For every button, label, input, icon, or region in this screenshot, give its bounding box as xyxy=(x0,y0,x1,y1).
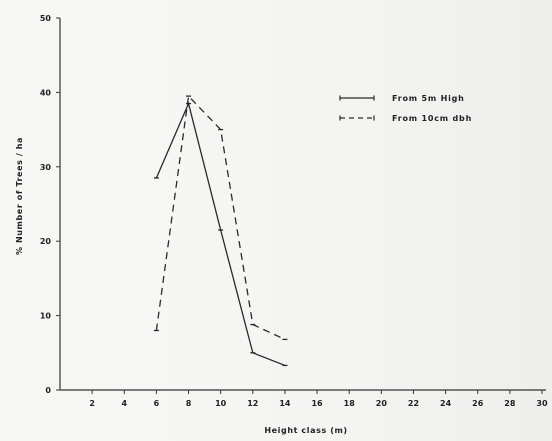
x-tick-label: 12 xyxy=(247,399,258,408)
x-tick-label: 20 xyxy=(376,399,388,408)
series-layer xyxy=(153,94,288,367)
legend-label: From 5m High xyxy=(392,94,465,103)
x-tick-label: 14 xyxy=(279,399,291,408)
y-tick-label: 0 xyxy=(45,386,51,395)
y-tick-label: 50 xyxy=(40,14,52,23)
series-solid xyxy=(153,101,288,367)
x-tick-label: 16 xyxy=(311,399,323,408)
y-tick-label: 10 xyxy=(40,312,52,321)
series-dashed xyxy=(153,94,288,341)
legend-label: From 10cm dbh xyxy=(392,114,472,123)
x-tick-label: 26 xyxy=(472,399,484,408)
x-tick-label: 18 xyxy=(344,399,356,408)
x-tick-label: 10 xyxy=(215,399,227,408)
x-tick-label: 6 xyxy=(154,399,160,408)
x-axis-title: Height class (m) xyxy=(264,426,347,435)
x-tick-label: 24 xyxy=(440,399,452,408)
y-tick-label: 40 xyxy=(40,88,52,97)
y-axis-title: % Number of Trees / ha xyxy=(15,137,24,255)
x-tick-label: 2 xyxy=(89,399,95,408)
y-axis-ticks: 0 10 20 30 40 50 xyxy=(40,14,60,395)
x-axis-ticks: 2 4 6 8 10 12 14 16 18 20 22 24 26 28 30 xyxy=(89,390,548,408)
x-tick-label: 8 xyxy=(186,399,192,408)
y-tick-label: 20 xyxy=(40,237,52,246)
x-tick-label: 4 xyxy=(121,399,127,408)
legend: From 5m High From 10cm dbh xyxy=(339,94,472,123)
axes xyxy=(59,18,546,391)
x-tick-label: 28 xyxy=(504,399,516,408)
y-tick-label: 30 xyxy=(40,163,52,172)
x-tick-label: 30 xyxy=(536,399,548,408)
series-line xyxy=(155,101,286,367)
x-tick-label: 22 xyxy=(408,399,419,408)
